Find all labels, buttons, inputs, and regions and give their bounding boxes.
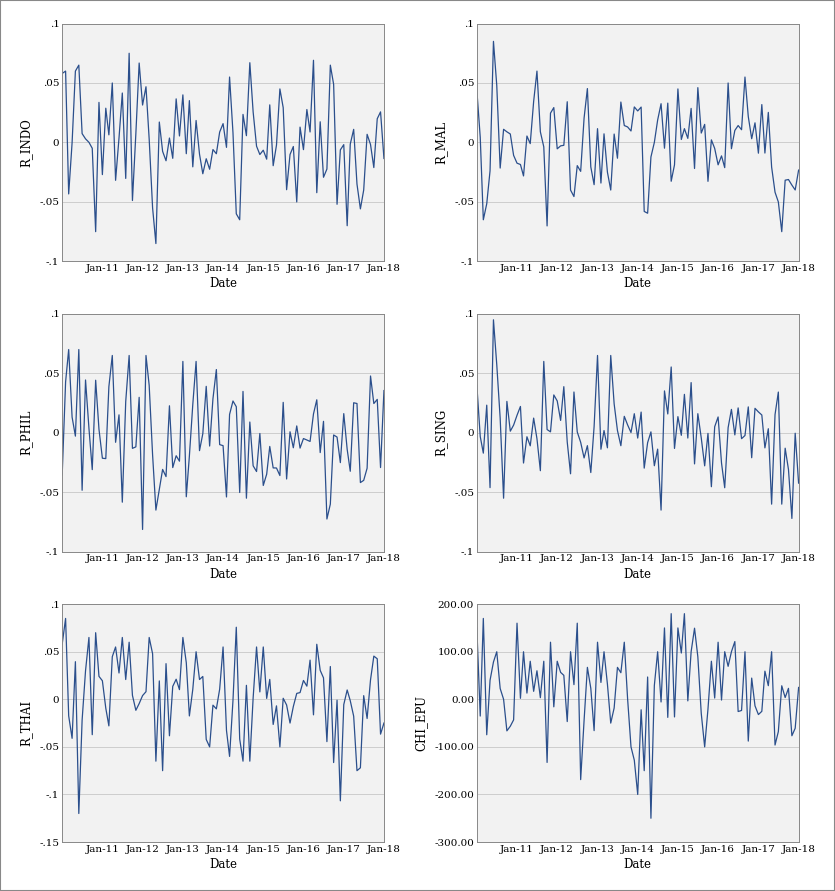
X-axis label: Date: Date (209, 568, 237, 581)
Y-axis label: R_PHIL: R_PHIL (19, 410, 33, 455)
X-axis label: Date: Date (624, 858, 651, 871)
X-axis label: Date: Date (624, 568, 651, 581)
Y-axis label: CHI_EPU: CHI_EPU (414, 695, 428, 751)
X-axis label: Date: Date (209, 858, 237, 871)
Y-axis label: R_INDO: R_INDO (19, 119, 33, 167)
Y-axis label: R_THAI: R_THAI (19, 700, 33, 746)
X-axis label: Date: Date (624, 277, 651, 290)
Y-axis label: R_SING: R_SING (434, 409, 447, 456)
X-axis label: Date: Date (209, 277, 237, 290)
Y-axis label: R_MAL: R_MAL (434, 121, 447, 164)
